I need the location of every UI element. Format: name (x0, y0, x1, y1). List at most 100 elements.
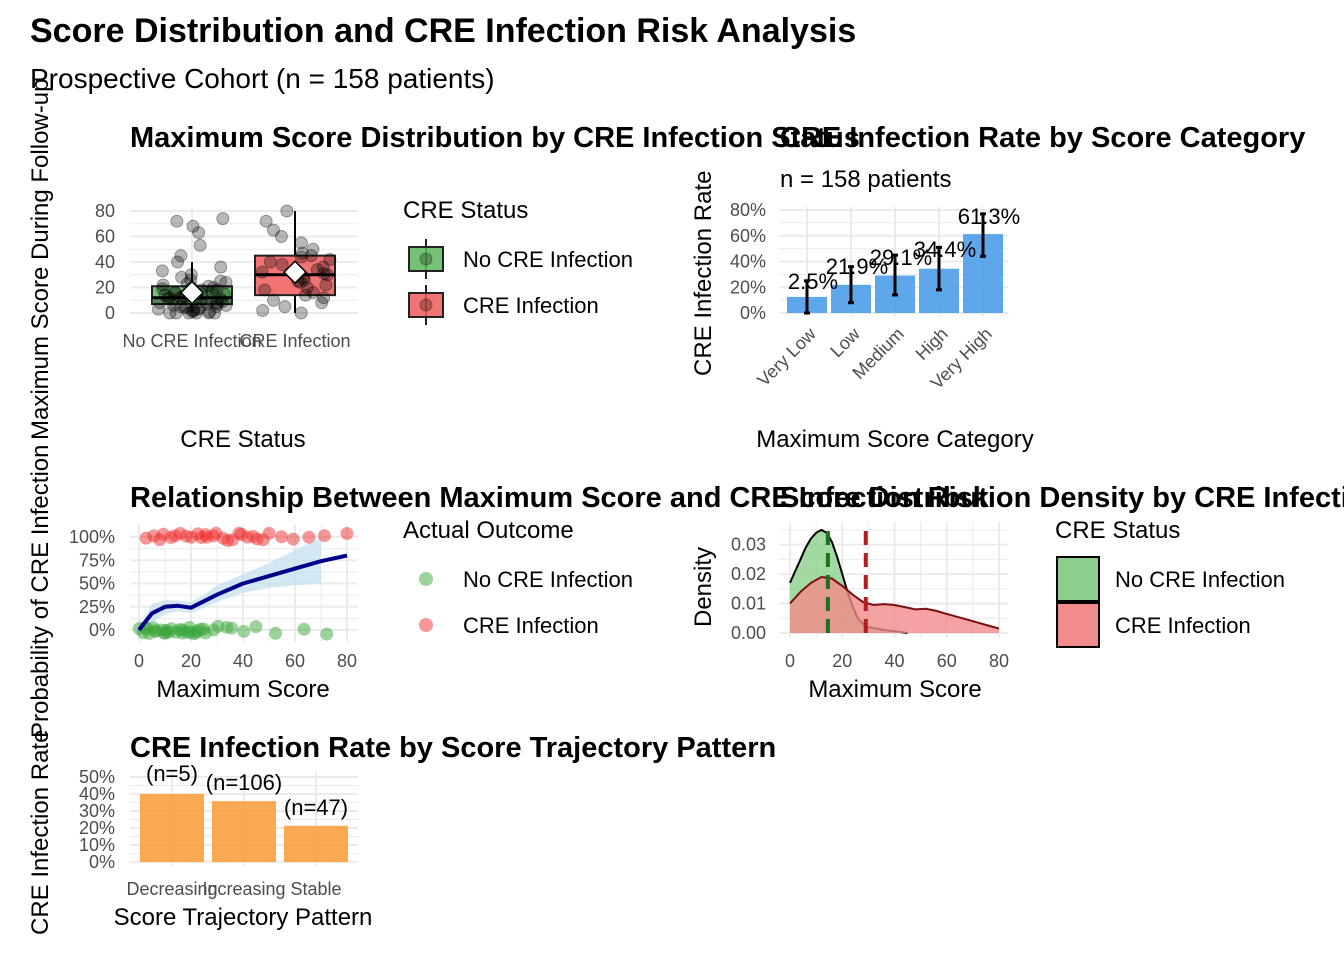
data-point (166, 293, 180, 307)
data-point (193, 238, 207, 252)
data-point (186, 219, 200, 233)
data-label: 29.1% (870, 245, 932, 270)
x-axis-label: Maximum Score (156, 676, 329, 703)
y-tick-label: 40% (730, 252, 766, 272)
density-outline (789, 575, 1000, 630)
data-point (158, 288, 172, 302)
y-axis-label: Probability of CRE Infection (27, 445, 54, 738)
data-point (263, 255, 277, 269)
panel-boxplot: Maximum Score Distribution by CRE Infect… (27, 79, 860, 453)
data-point (302, 530, 316, 544)
panel-title: Maximum Score Distribution by CRE Infect… (130, 122, 860, 154)
y-tick-label: 75% (79, 550, 115, 570)
data-point (163, 306, 177, 320)
data-point (190, 306, 204, 320)
data-point (319, 278, 333, 292)
data-point (259, 214, 273, 228)
panel-trajectory-bars: CRE Infection Rate by Score Trajectory P… (27, 730, 776, 935)
data-point (161, 292, 175, 306)
data-point (304, 249, 318, 263)
data-point (286, 532, 300, 546)
y-axis-label: CRE Infection Rate (690, 171, 717, 376)
x-tick-label: 60 (937, 651, 957, 671)
data-point (256, 303, 270, 317)
data-point (162, 291, 176, 305)
y-tick-label: 10% (79, 835, 115, 855)
legend-key-point (419, 618, 433, 632)
data-point (266, 223, 280, 237)
panel-title: CRE Infection Rate by Score Category (780, 122, 1305, 154)
data-point (184, 268, 198, 282)
panel-logistic: Relationship Between Maximum Score and C… (27, 445, 990, 738)
data-point (294, 306, 308, 320)
data-point (297, 622, 311, 636)
mean-marker (282, 260, 308, 285)
y-tick-label: 60 (95, 227, 115, 247)
y-tick-label: 80% (730, 200, 766, 220)
x-tick-label: 40 (233, 651, 253, 671)
data-point (317, 529, 331, 543)
data-label: 61.3% (958, 204, 1020, 229)
data-point (278, 300, 292, 314)
legend: CRE Status No CRE Infection CRE Infection (1055, 517, 1285, 648)
legend-key-box (408, 246, 444, 272)
data-point (178, 301, 192, 315)
x-tick-label: CRE Infection (239, 331, 350, 351)
data-point (219, 298, 233, 312)
legend-label: No CRE Infection (463, 247, 633, 272)
y-axis-label: Density (690, 547, 717, 627)
y-tick-label: 0.03 (731, 535, 766, 555)
data-point (262, 526, 276, 540)
data-point (168, 286, 182, 300)
x-axis-label: Maximum Score Category (756, 426, 1033, 453)
data-point (192, 226, 206, 240)
data-point (210, 283, 224, 297)
data-point (275, 530, 289, 544)
data-point (215, 295, 229, 309)
data-point (187, 303, 201, 317)
panel-title: Score Distribution Density by CRE Infect… (780, 482, 1344, 514)
panel-subtitle: n = 158 patients (780, 166, 951, 193)
data-point (209, 300, 223, 314)
data-point (182, 306, 196, 320)
data-point (174, 249, 188, 263)
data-point (214, 274, 228, 288)
data-point (249, 620, 263, 634)
data-point (153, 296, 167, 310)
y-tick-label: 100% (69, 527, 115, 547)
panel-title: CRE Infection Rate by Score Trajectory P… (130, 732, 776, 764)
x-tick-label: Increasing (202, 879, 285, 899)
data-point (340, 526, 354, 540)
data-point (306, 242, 320, 256)
data-point (200, 297, 214, 311)
data-point (204, 293, 218, 307)
data-point (295, 246, 309, 260)
x-axis-label: Maximum Score (808, 676, 981, 703)
y-tick-label: 40% (79, 784, 115, 804)
y-axis-label: CRE Infection Rate (27, 730, 54, 935)
data-point (191, 302, 205, 316)
data-point (187, 303, 201, 317)
data-point (174, 300, 188, 314)
data-point (171, 255, 185, 269)
data-point (208, 306, 222, 320)
x-axis-label: CRE Status (180, 426, 305, 453)
y-tick-label: 50% (79, 767, 115, 787)
legend-key-fill (1056, 556, 1100, 602)
y-tick-label: 0% (740, 303, 766, 323)
legend-key-point (419, 572, 433, 586)
legend-label: CRE Infection (463, 613, 599, 638)
y-tick-label: 20 (95, 278, 115, 298)
bar (140, 794, 204, 862)
legend: Actual Outcome No CRE Infection CRE Infec… (403, 517, 633, 638)
x-tick-label: Decreasing (126, 879, 217, 899)
y-tick-label: 20% (730, 277, 766, 297)
data-point (211, 297, 225, 311)
mean-marker (179, 280, 205, 305)
data-point (315, 296, 329, 310)
data-label: (n=5) (146, 761, 198, 786)
legend: CRE Status No CRE Infection CRE Infection (403, 197, 633, 325)
bar (284, 825, 348, 862)
